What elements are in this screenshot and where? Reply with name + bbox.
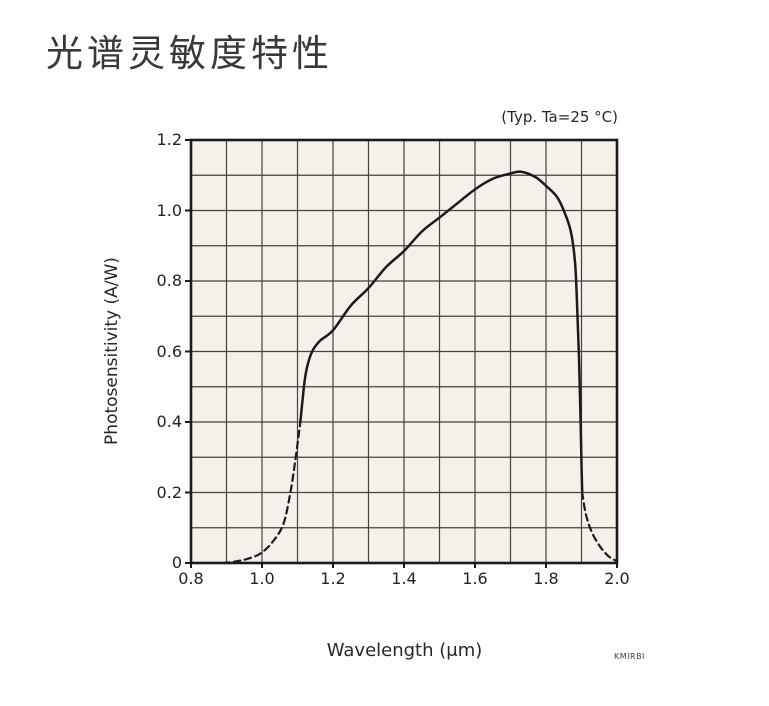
y-tick-label: 0.8 (156, 271, 182, 290)
x-tick-label: 1.4 (391, 569, 417, 588)
x-tick-label: 2.0 (604, 569, 630, 588)
x-tick-label: 1.8 (533, 569, 559, 588)
y-tick-label: 0.6 (156, 341, 182, 361)
measurement-condition-note: (Typ. Ta=25 °C) (501, 108, 618, 126)
x-axis-title: Wavelength (μm) (326, 640, 483, 661)
curve-spectral-response-main (299, 170, 584, 494)
curve-cutoff-short-wavelength (221, 420, 302, 565)
y-tick-label: 0.2 (156, 482, 182, 502)
x-tick-label: 1.6 (462, 569, 488, 588)
y-tick-label: 0.4 (156, 412, 182, 431)
curve-cutoff-long-wavelength (581, 491, 619, 563)
y-tick-label: 1.0 (156, 200, 182, 220)
y-tick-label: 1.2 (156, 130, 182, 149)
page-title: 光谱灵敏度特性 (46, 33, 333, 74)
figure-code: KMIRBI (614, 652, 645, 661)
x-tick-label: 0.8 (178, 569, 204, 588)
spectral-response-chart (185, 138, 619, 568)
y-tick-label: 0 (171, 553, 182, 572)
x-tick-label: 1.0 (249, 569, 275, 588)
x-tick-label: 1.2 (320, 569, 346, 588)
y-axis-title: Photosensitivity (A/W) (102, 257, 122, 445)
plot-frame (189, 138, 619, 565)
